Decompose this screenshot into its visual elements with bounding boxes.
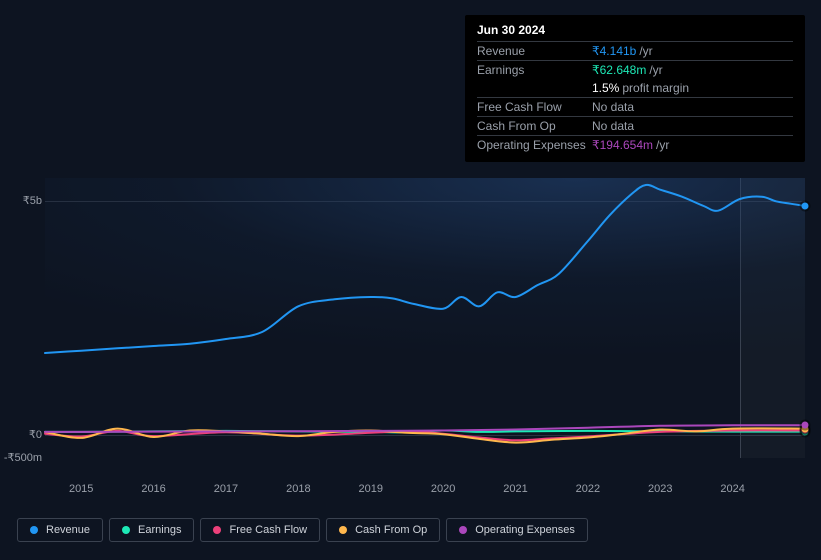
legend-item[interactable]: Free Cash Flow: [200, 518, 320, 542]
tooltip-row-suffix: /yr: [639, 44, 652, 58]
tooltip-row-suffix: profit margin: [622, 81, 689, 95]
tooltip-row-value: ₹62.648m: [592, 63, 646, 77]
legend-label: Free Cash Flow: [229, 524, 307, 536]
legend-item[interactable]: Operating Expenses: [446, 518, 588, 542]
legend-label: Earnings: [138, 524, 181, 536]
tooltip-row: Earnings₹62.648m/yr: [477, 60, 793, 79]
x-axis-label: 2015: [69, 483, 93, 495]
tooltip-row: Revenue₹4.141b/yr: [477, 41, 793, 60]
legend-label: Operating Expenses: [475, 524, 575, 536]
x-axis-label: 2020: [431, 483, 455, 495]
legend-swatch: [213, 526, 221, 534]
x-axis-label: 2024: [720, 483, 744, 495]
tooltip-row-suffix: /yr: [649, 63, 662, 77]
chart-lines: [45, 178, 805, 458]
tooltip-row: Free Cash FlowNo data: [477, 97, 793, 116]
series-end-marker: [802, 203, 809, 210]
x-axis-label: 2021: [503, 483, 527, 495]
x-axis-label: 2019: [358, 483, 382, 495]
legend-item[interactable]: Revenue: [17, 518, 103, 542]
legend-swatch: [459, 526, 467, 534]
tooltip-rows: Revenue₹4.141b/yrEarnings₹62.648m/yr1.5%…: [477, 41, 793, 154]
x-axis-label: 2017: [214, 483, 238, 495]
series-line: [45, 185, 805, 353]
x-axis-label: 2023: [648, 483, 672, 495]
legend-label: Cash From Op: [355, 524, 427, 536]
legend-label: Revenue: [46, 524, 90, 536]
y-axis-label: -₹500m: [2, 451, 42, 464]
tooltip-row-label: Cash From Op: [477, 119, 592, 133]
tooltip-row-nodata: No data: [592, 100, 634, 114]
tooltip-row: Cash From OpNo data: [477, 116, 793, 135]
plot-area[interactable]: [45, 178, 805, 458]
tooltip-row-label: Operating Expenses: [477, 138, 592, 152]
x-axis-label: 2016: [141, 483, 165, 495]
tooltip-date: Jun 30 2024: [477, 23, 793, 41]
tooltip-row-suffix: /yr: [656, 138, 669, 152]
x-axis: 2015 2016 2017 2018 2019 2020 2021 2022 2023 2024: [17, 483, 805, 503]
series-end-marker: [802, 422, 809, 429]
legend-swatch: [30, 526, 38, 534]
tooltip-row-nodata: No data: [592, 119, 634, 133]
legend-swatch: [122, 526, 130, 534]
x-axis-label: 2022: [576, 483, 600, 495]
y-axis-label: ₹5b: [2, 194, 42, 207]
tooltip-row-value: ₹4.141b: [592, 44, 636, 58]
tooltip-row-label: Earnings: [477, 63, 592, 77]
chart-tooltip: Jun 30 2024 Revenue₹4.141b/yrEarnings₹62…: [465, 15, 805, 162]
tooltip-row-value: 1.5%: [592, 81, 619, 95]
y-axis-label: ₹0: [2, 428, 42, 441]
tooltip-row: 1.5%profit margin: [477, 79, 793, 97]
chart-area: ₹5b₹0-₹500m: [17, 160, 805, 480]
legend: Revenue Earnings Free Cash Flow Cash From O…: [17, 518, 588, 542]
legend-swatch: [339, 526, 347, 534]
tooltip-row-label: Free Cash Flow: [477, 100, 592, 114]
legend-item[interactable]: Earnings: [109, 518, 194, 542]
tooltip-row-value: ₹194.654m: [592, 138, 653, 152]
tooltip-row-label: Revenue: [477, 44, 592, 58]
legend-item[interactable]: Cash From Op: [326, 518, 440, 542]
x-axis-label: 2018: [286, 483, 310, 495]
tooltip-row: Operating Expenses₹194.654m/yr: [477, 135, 793, 154]
